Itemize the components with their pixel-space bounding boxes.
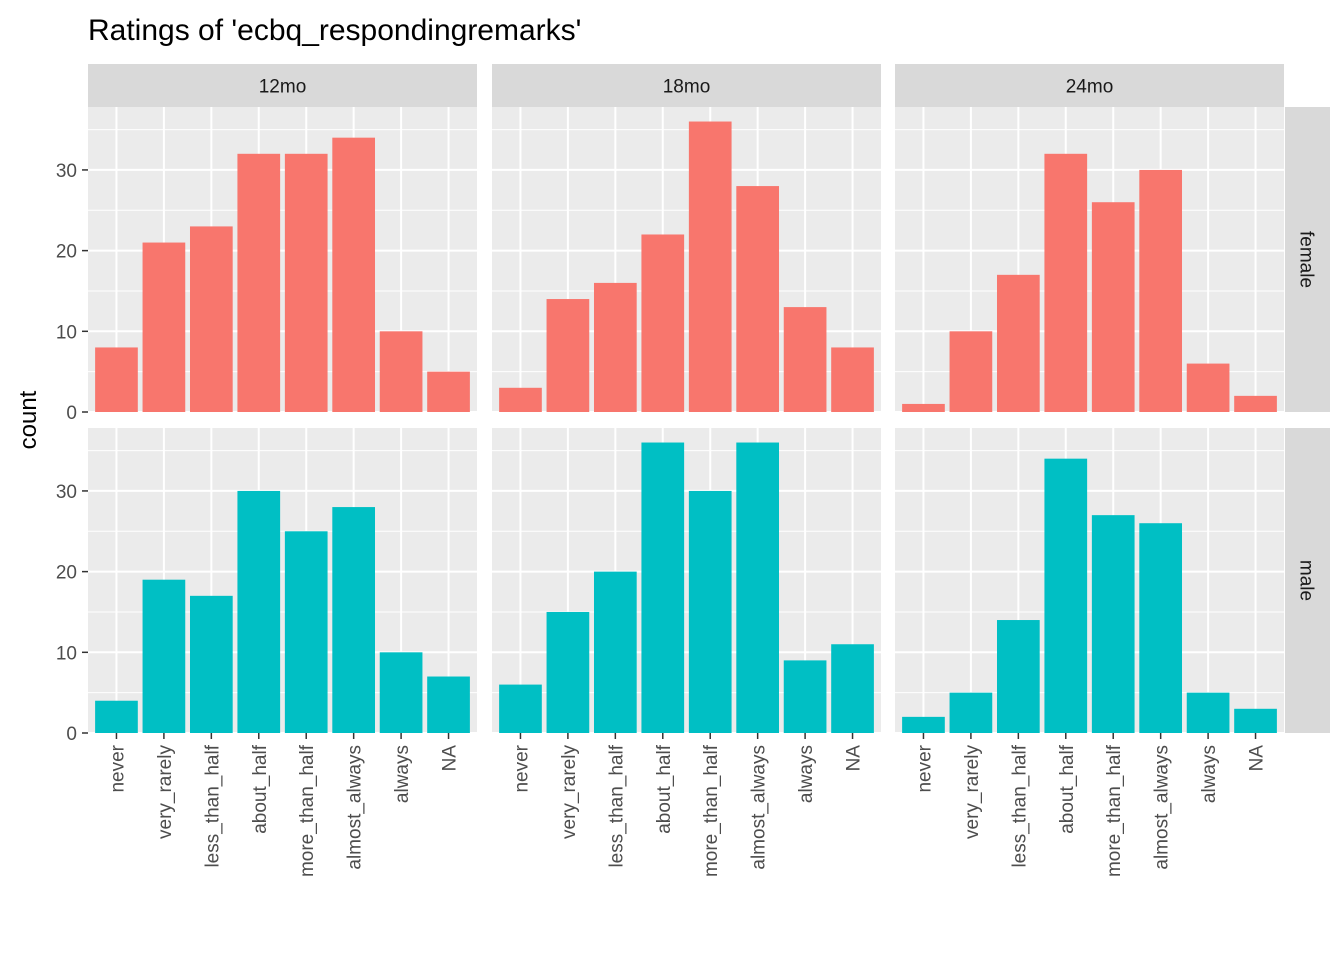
bar-male-24mo-about_half xyxy=(1044,458,1088,733)
bar-male-12mo-very_rarely xyxy=(142,579,186,733)
column-strip-label: 18mo xyxy=(663,77,711,98)
x-tick-label: about_half xyxy=(1057,744,1078,833)
x-tick-label: more_than_half xyxy=(297,744,318,877)
bar-male-24mo-more_than_half xyxy=(1091,515,1135,733)
bar-female-24mo-less_than_half xyxy=(996,274,1040,412)
bar-male-12mo-almost_always xyxy=(332,507,376,733)
bar-male-18mo-very_rarely xyxy=(546,611,590,733)
column-strip-label: 12mo xyxy=(259,77,307,98)
bar-female-12mo-less_than_half xyxy=(189,226,233,412)
x-tick-label: less_than_half xyxy=(202,744,223,867)
x-tick-label: less_than_half xyxy=(1009,744,1030,867)
column-strip xyxy=(492,64,881,107)
x-tick-label: NA xyxy=(844,745,865,772)
bar-male-24mo-NA xyxy=(1234,708,1277,733)
bar-male-24mo-less_than_half xyxy=(996,620,1040,733)
x-tick-label: almost_always xyxy=(1152,745,1173,870)
x-tick-label: NA xyxy=(440,745,461,772)
bar-female-18mo-NA xyxy=(831,347,874,412)
bar-female-18mo-always xyxy=(783,307,827,412)
bar-male-12mo-more_than_half xyxy=(284,531,328,733)
bar-female-18mo-very_rarely xyxy=(546,299,590,412)
y-tick-label: 20 xyxy=(56,563,77,584)
x-tick-label: very_rarely xyxy=(962,745,983,839)
bar-male-24mo-almost_always xyxy=(1139,523,1183,733)
bar-male-12mo-NA xyxy=(427,676,470,733)
bar-male-12mo-never xyxy=(95,700,138,733)
row-strip-label: male xyxy=(1296,560,1317,601)
bar-female-18mo-almost_always xyxy=(736,186,780,412)
x-tick-label: NA xyxy=(1247,745,1268,772)
x-tick-label: very_rarely xyxy=(155,745,176,839)
bar-female-24mo-NA xyxy=(1234,395,1277,412)
x-tick-label: about_half xyxy=(250,744,271,833)
bar-female-12mo-very_rarely xyxy=(142,242,186,412)
row-strip xyxy=(1285,428,1330,733)
chart-title: Ratings of 'ecbq_respondingremarks' xyxy=(88,14,581,47)
bar-female-18mo-never xyxy=(499,387,542,412)
y-tick-label: 0 xyxy=(66,724,77,745)
x-tick-label: almost_always xyxy=(345,745,366,870)
y-tick-label: 10 xyxy=(56,643,77,664)
bar-female-24mo-about_half xyxy=(1044,153,1088,412)
x-tick-label: always xyxy=(796,745,817,803)
y-tick-label: 30 xyxy=(56,482,77,503)
row-strip-label: female xyxy=(1296,231,1317,288)
bar-female-24mo-more_than_half xyxy=(1091,202,1135,412)
bar-male-18mo-more_than_half xyxy=(688,490,732,733)
bar-male-12mo-less_than_half xyxy=(189,595,233,733)
bar-female-12mo-almost_always xyxy=(332,137,376,412)
bar-male-12mo-about_half xyxy=(237,490,281,733)
bar-female-12mo-NA xyxy=(427,371,470,412)
column-strip xyxy=(88,64,477,107)
x-tick-label: more_than_half xyxy=(701,744,722,877)
y-tick-label: 20 xyxy=(56,242,77,263)
column-strip-label: 24mo xyxy=(1066,77,1114,98)
bar-female-12mo-more_than_half xyxy=(284,153,328,412)
bar-male-18mo-about_half xyxy=(641,442,685,733)
bar-female-24mo-always xyxy=(1186,363,1230,412)
x-tick-label: always xyxy=(392,745,413,803)
plot-area: 12mo 18mo 24mo female male 0 10 20 30 0 10 20 30 neve… xyxy=(56,64,1330,877)
y-tick-label: 0 xyxy=(66,403,77,424)
bar-female-18mo-less_than_half xyxy=(593,282,637,412)
y-axis-label: count xyxy=(15,390,42,449)
bar-female-18mo-more_than_half xyxy=(688,121,732,413)
bar-female-18mo-about_half xyxy=(641,234,685,412)
y-tick-label: 10 xyxy=(56,322,77,343)
x-tick-label: never xyxy=(511,744,532,792)
bar-male-24mo-never xyxy=(902,716,945,733)
x-tick-label: very_rarely xyxy=(559,745,580,839)
bar-male-24mo-always xyxy=(1186,692,1230,733)
x-tick-label: more_than_half xyxy=(1104,744,1125,877)
bar-female-24mo-never xyxy=(902,403,945,412)
x-tick-label: less_than_half xyxy=(606,744,627,867)
x-tick-label: never xyxy=(107,744,128,792)
bar-female-24mo-very_rarely xyxy=(949,331,993,412)
bar-male-18mo-almost_always xyxy=(736,442,780,733)
bar-female-12mo-always xyxy=(379,331,423,412)
bar-male-18mo-always xyxy=(783,660,827,733)
x-tick-label: about_half xyxy=(654,744,675,833)
panel-background xyxy=(895,428,1284,733)
bar-female-12mo-never xyxy=(95,347,138,412)
row-strip xyxy=(1285,107,1330,412)
bar-male-18mo-NA xyxy=(831,644,874,733)
bar-male-18mo-less_than_half xyxy=(593,571,637,733)
x-tick-label: almost_always xyxy=(749,745,770,870)
y-tick-label: 30 xyxy=(56,161,77,182)
column-strip xyxy=(895,64,1284,107)
bar-male-18mo-never xyxy=(499,684,542,733)
bar-female-24mo-almost_always xyxy=(1139,169,1183,412)
bar-male-24mo-very_rarely xyxy=(949,692,993,733)
x-tick-label: always xyxy=(1199,745,1220,803)
bar-female-12mo-about_half xyxy=(237,153,281,412)
x-tick-label: never xyxy=(914,744,935,792)
bar-male-12mo-always xyxy=(379,652,423,733)
